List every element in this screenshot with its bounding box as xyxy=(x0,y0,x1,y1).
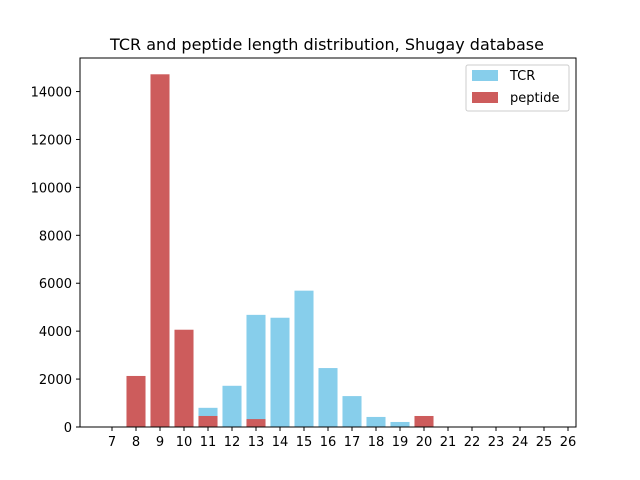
bar-peptide-13 xyxy=(246,419,266,427)
x-tick-label-19: 19 xyxy=(392,435,409,450)
bars-layer xyxy=(126,74,434,427)
bar-tcr-17 xyxy=(342,396,362,427)
legend: TCR peptide xyxy=(465,64,570,112)
x-tick-label-9: 9 xyxy=(156,435,164,450)
legend-swatch-peptide xyxy=(472,92,498,103)
y-tick-label-2000: 2000 xyxy=(39,373,72,388)
y-tick-label-6000: 6000 xyxy=(39,277,72,292)
bar-tcr-14 xyxy=(270,317,290,427)
legend-label-tcr: TCR xyxy=(509,69,535,84)
x-tick-label-24: 24 xyxy=(512,435,529,450)
bar-peptide-11 xyxy=(198,415,218,427)
y-tick-label-8000: 8000 xyxy=(39,229,72,244)
legend-label-peptide: peptide xyxy=(510,91,559,106)
axes-layer: 7 8 9 10 11 12 13 14 15 16 17 18 19 20 21 22 23 24 25 26 0 20… xyxy=(31,57,577,450)
x-tick-label-17: 17 xyxy=(344,435,361,450)
x-tick-label-12: 12 xyxy=(224,435,241,450)
y-tick-label-4000: 4000 xyxy=(39,325,72,340)
bar-tcr-12 xyxy=(222,385,242,427)
y-tick-label-12000: 12000 xyxy=(31,133,72,148)
x-tick-label-26: 26 xyxy=(560,435,577,450)
legend-swatch-tcr xyxy=(472,70,498,81)
bar-peptide-20 xyxy=(414,415,434,427)
bar-tcr-15 xyxy=(294,290,314,427)
bar-peptide-9 xyxy=(150,74,170,427)
bar-tcr-19 xyxy=(390,421,410,427)
x-tick-label-10: 10 xyxy=(176,435,193,450)
x-tick-label-22: 22 xyxy=(464,435,481,450)
x-tick-label-16: 16 xyxy=(320,435,337,450)
x-tick-label-8: 8 xyxy=(132,435,140,450)
x-tick-label-25: 25 xyxy=(536,435,553,450)
x-tick-label-15: 15 xyxy=(296,435,313,450)
bar-tcr-18 xyxy=(366,416,386,427)
bar-peptide-8 xyxy=(126,375,146,427)
x-tick-label-21: 21 xyxy=(440,435,457,450)
x-tick-label-20: 20 xyxy=(416,435,433,450)
x-tick-label-11: 11 xyxy=(200,435,217,450)
x-tick-label-23: 23 xyxy=(488,435,505,450)
chart-title: TCR and peptide length distribution, Shu… xyxy=(109,35,544,54)
bar-tcr-13 xyxy=(246,314,266,427)
x-tick-label-14: 14 xyxy=(272,435,289,450)
bar-tcr-16 xyxy=(318,368,338,427)
x-tick-label-7: 7 xyxy=(108,435,116,450)
bar-peptide-10 xyxy=(174,329,194,427)
y-tick-label-0: 0 xyxy=(64,421,72,436)
y-tick-label-14000: 14000 xyxy=(31,86,72,101)
y-tick-label-10000: 10000 xyxy=(31,181,72,196)
x-tick-label-13: 13 xyxy=(248,435,265,450)
x-tick-label-18: 18 xyxy=(368,435,385,450)
